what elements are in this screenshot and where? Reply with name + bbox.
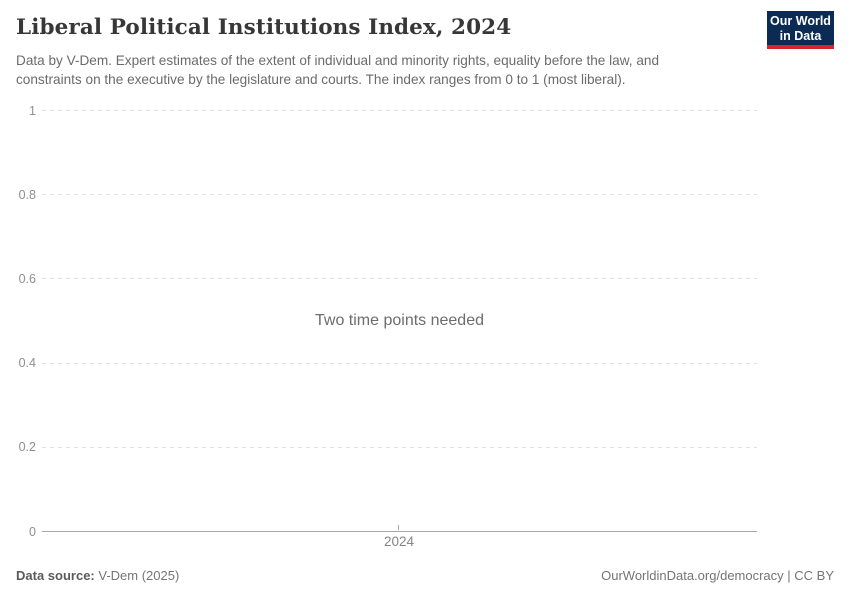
x-axis-tick-mark [398, 525, 399, 530]
y-axis-tick-label: 1 [29, 103, 36, 118]
data-source: Data source: V-Dem (2025) [16, 568, 179, 583]
y-gridline: 0.2 [19, 440, 757, 454]
x-axis-tick-label: 2024 [383, 534, 415, 549]
data-source-label: Data source: [16, 568, 95, 583]
y-gridline: 0.4 [19, 356, 757, 370]
y-axis-tick-label: 0.8 [18, 187, 36, 202]
credit-link[interactable]: OurWorldinData.org/democracy | CC BY [601, 568, 834, 583]
y-gridline: 0.8 [19, 188, 757, 202]
y-axis-tick-label: 0.6 [18, 271, 36, 286]
chart-title: Liberal Political Institutions Index, 20… [16, 15, 512, 40]
chart-subtitle-line2: constraints on the executive by the legi… [16, 71, 626, 87]
chart-plot-area: 2024 Two time points needed 1 0.8 0.6 0.4 0.… [19, 104, 757, 549]
x-axis-line: 0 [29, 525, 757, 539]
chart-footer: Data source: V-Dem (2025) OurWorldinData… [16, 568, 834, 583]
chart-subtitle-line1: Data by V-Dem. Expert estimates of the e… [16, 53, 660, 68]
owid-logo-line2: in Data [779, 29, 822, 43]
owid-logo[interactable]: Our World in Data [767, 11, 834, 49]
y-gridline: 1 [29, 104, 757, 118]
chart-subtitle: Data by V-Dem. Expert estimates of the e… [16, 52, 659, 89]
y-gridline: 0.6 [19, 272, 757, 286]
empty-state-message: Two time points needed [315, 311, 484, 329]
data-source-value: V-Dem (2025) [94, 568, 180, 583]
y-axis-tick-label: 0 [29, 524, 36, 539]
owid-logo-line1: Our World [770, 14, 831, 28]
y-axis-tick-label: 0.4 [18, 356, 36, 371]
y-axis-tick-label: 0.2 [18, 440, 36, 455]
